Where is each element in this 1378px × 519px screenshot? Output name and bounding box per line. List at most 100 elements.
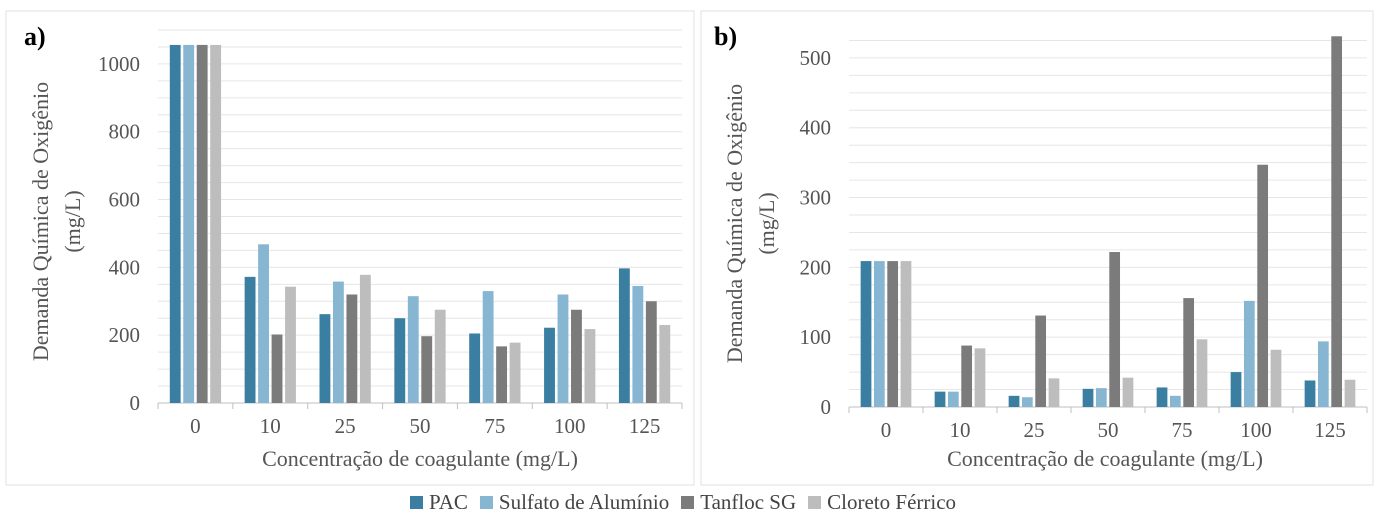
x-tick-label: 50	[410, 414, 431, 438]
bar	[183, 44, 195, 404]
legend-label-tanfloc: Tanfloc SG	[700, 489, 797, 514]
panel-frame	[700, 10, 1374, 486]
bar	[1331, 36, 1343, 408]
bar	[618, 268, 630, 403]
bar	[332, 281, 344, 403]
panel-label: b)	[714, 22, 737, 51]
bar	[571, 309, 582, 403]
legend-label-pac: PAC	[428, 489, 468, 514]
x-tick-label: 25	[1024, 418, 1045, 442]
panel-a-chart: 0 200 400 600 800 1000 0 10 25 50 75 100 125 a) Demand…	[5, 10, 695, 486]
bar	[1122, 377, 1134, 407]
bar	[1230, 372, 1242, 407]
y-tick-label: 600	[109, 188, 141, 212]
y-tick-label: 0	[821, 395, 832, 419]
bar	[394, 318, 406, 403]
bar	[407, 296, 419, 403]
bar	[319, 314, 331, 403]
legend-swatch-sulfato	[479, 495, 493, 509]
y-tick-label: 400	[109, 255, 141, 279]
panel-label: a)	[24, 22, 46, 51]
bar	[1169, 395, 1181, 407]
x-axis-label: Concentração de coagulante (mg/L)	[947, 446, 1263, 471]
bar	[1196, 339, 1208, 407]
x-tick-label: 25	[335, 414, 356, 438]
legend-label-sulfato: Sulfato de Alumínio	[498, 489, 670, 514]
y-axis-label: Demanda Química de Oxigênio	[28, 82, 53, 361]
y-tick-label: 400	[800, 116, 832, 140]
bar	[509, 342, 521, 403]
y-axis-label: (mg/L)	[754, 192, 779, 254]
panel-frame	[5, 10, 695, 486]
bar	[900, 261, 912, 407]
bar	[469, 333, 481, 403]
bar	[1048, 378, 1060, 407]
bar	[421, 336, 433, 403]
bar	[1082, 388, 1094, 407]
x-tick-label: 75	[1172, 418, 1193, 442]
x-tick-label: 75	[484, 414, 505, 438]
bar	[1257, 164, 1269, 407]
x-tick-label: 125	[629, 414, 661, 438]
bar	[1035, 315, 1047, 407]
legend-item-pac: PAC	[409, 489, 468, 515]
bar	[873, 261, 885, 407]
x-tick-label: 10	[260, 414, 281, 438]
x-axis-label: Concentração de coagulante (mg/L)	[262, 446, 578, 471]
bar	[659, 325, 671, 403]
y-tick-label: 800	[109, 120, 141, 144]
bar	[346, 294, 358, 403]
bar	[860, 261, 872, 407]
bar	[1243, 300, 1255, 407]
x-tick-label: 100	[1240, 418, 1272, 442]
x-tick-label: 50	[1098, 418, 1119, 442]
bar	[584, 329, 596, 403]
bar	[244, 276, 256, 403]
legend-item-cloreto: Cloreto Férrico	[808, 490, 956, 515]
legend-swatch-cloreto	[808, 495, 822, 509]
x-tick-label: 10	[950, 418, 971, 442]
legend-label-cloreto: Cloreto Férrico	[827, 489, 957, 514]
y-tick-label: 200	[800, 255, 832, 279]
y-tick-label: 500	[800, 46, 832, 70]
bar	[434, 309, 446, 403]
bar	[974, 348, 986, 407]
bar	[557, 294, 569, 403]
x-tick-label: 0	[881, 418, 892, 442]
bar	[544, 327, 555, 403]
bar	[482, 291, 494, 403]
bar	[645, 301, 657, 403]
bar	[1317, 341, 1329, 407]
bar	[1344, 379, 1356, 407]
legend-swatch-tanfloc	[681, 495, 695, 509]
y-tick-label: 200	[109, 323, 141, 347]
legend-swatch-pac	[409, 495, 423, 509]
y-tick-label: 100	[800, 325, 832, 349]
bar	[1304, 380, 1316, 407]
bar	[359, 274, 371, 403]
bar	[1021, 397, 1033, 407]
legend: PAC Sulfato de Alumínio Tanfloc SG Clore…	[0, 488, 1378, 516]
legend-item-tanfloc: Tanfloc SG	[681, 490, 796, 515]
bar	[887, 261, 899, 407]
bar	[496, 346, 508, 403]
y-axis-label: (mg/L)	[60, 190, 85, 252]
bar	[1270, 349, 1282, 407]
legend-item-sulfato: Sulfato de Alumínio	[479, 489, 670, 515]
y-axis-label: Demanda Química de Oxigênio	[722, 84, 747, 363]
bar	[1095, 388, 1107, 407]
bar	[1156, 387, 1168, 407]
y-tick-label: 1000	[98, 52, 140, 76]
bar	[947, 391, 959, 407]
bar	[961, 345, 973, 407]
bar	[210, 44, 222, 404]
x-tick-label: 0	[190, 414, 201, 438]
bar	[258, 244, 269, 403]
bar	[1183, 298, 1195, 407]
bar	[632, 286, 644, 403]
bar	[196, 44, 208, 404]
bar	[1008, 395, 1020, 407]
bar	[169, 44, 181, 404]
bar	[934, 391, 946, 407]
